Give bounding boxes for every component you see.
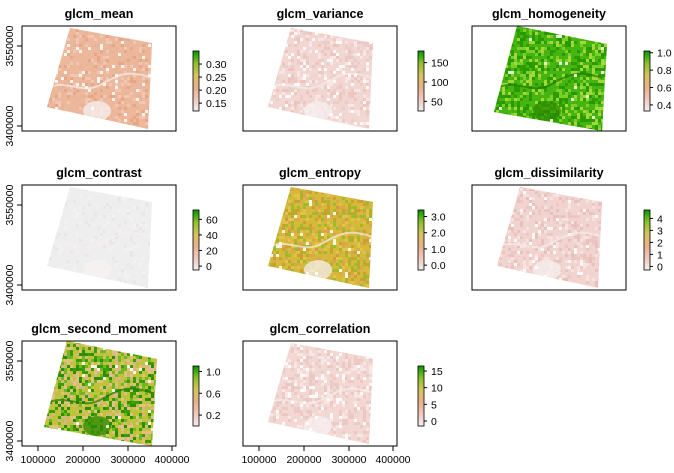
legend-colorbar bbox=[643, 50, 651, 112]
panel-title: glcm_mean bbox=[65, 7, 134, 21]
plot-frame bbox=[21, 184, 177, 291]
plot-frame bbox=[242, 25, 398, 132]
legend-tick-label: 1.0 bbox=[657, 48, 672, 60]
legend-tick-label: 0.6 bbox=[206, 388, 221, 400]
legend: 1.0 0.6 0.2 bbox=[192, 365, 221, 427]
y-tick-label: 3400000 bbox=[4, 105, 16, 146]
legend-colorbar bbox=[192, 365, 200, 427]
legend-tick-label: 1 bbox=[657, 249, 663, 261]
panel-glcm_variance: glcm_variance 150 100 50 bbox=[242, 7, 449, 132]
legend-tick-label: 0.20 bbox=[206, 85, 227, 97]
legend-colorbar bbox=[417, 209, 425, 271]
legend-tick-label: 60 bbox=[206, 214, 218, 226]
panel-title: glcm_variance bbox=[277, 7, 364, 21]
x-tick-label: 100000 bbox=[20, 454, 55, 466]
legend-tick-label: 1.0 bbox=[206, 366, 221, 378]
legend-tick-label: 0 bbox=[657, 261, 663, 273]
legend-tick-label: 20 bbox=[206, 246, 218, 258]
legend-colorbar bbox=[417, 50, 425, 112]
legend-tick-label: 0.30 bbox=[206, 59, 227, 71]
legend-tick-label: 2 bbox=[657, 237, 663, 249]
legend-tick-label: 0.15 bbox=[206, 98, 227, 110]
x-tick-label: 300000 bbox=[110, 454, 145, 466]
plot-frame bbox=[21, 25, 177, 132]
raster-texture bbox=[47, 28, 152, 129]
x-tick-label: 400000 bbox=[154, 454, 189, 466]
legend-tick-label: 0 bbox=[431, 416, 437, 428]
legend-colorbar bbox=[192, 50, 200, 112]
raster-texture bbox=[47, 187, 152, 288]
y-tick-label: 3400000 bbox=[4, 420, 16, 461]
panel-title: glcm_entropy bbox=[279, 166, 361, 180]
legend: 150 100 50 bbox=[417, 50, 449, 112]
legend-tick-label: 2.0 bbox=[431, 228, 446, 240]
x-tick-label: 200000 bbox=[286, 454, 321, 466]
panel-glcm_contrast: glcm_contrast 3550000 3400000 60 40 20 0 bbox=[4, 166, 218, 305]
plot-frame bbox=[471, 184, 627, 291]
raster-image bbox=[47, 187, 152, 288]
legend-tick-label: 3.0 bbox=[431, 211, 446, 223]
panel-glcm_mean: glcm_mean 3550000 3400000 0.300.250.200.15 bbox=[4, 7, 227, 146]
legend-tick-label: 5 bbox=[431, 399, 437, 411]
legend-tick-label: 3 bbox=[657, 225, 663, 237]
y-tick-label: 3550000 bbox=[4, 184, 16, 225]
panel-title: glcm_homogeneity bbox=[492, 7, 606, 21]
legend-tick-label: 100 bbox=[431, 77, 449, 89]
legend-tick-label: 50 bbox=[431, 96, 443, 108]
legend-tick-label: 15 bbox=[431, 366, 443, 378]
x-tick-label: 100000 bbox=[241, 454, 276, 466]
legend-tick-label: 0 bbox=[206, 261, 212, 273]
panel-glcm_second_moment: glcm_second_moment 3550000 3400000 100000 20… bbox=[4, 322, 221, 466]
legend: 15 10 5 0 bbox=[417, 365, 443, 428]
legend-tick-label: 0.4 bbox=[657, 100, 672, 112]
panel-title: glcm_contrast bbox=[56, 166, 142, 180]
legend: 1.0 0.8 0.6 0.4 bbox=[643, 48, 672, 112]
legend: 60 40 20 0 bbox=[192, 209, 218, 273]
y-tick-label: 3400000 bbox=[4, 264, 16, 305]
y-tick-label: 3550000 bbox=[4, 340, 16, 381]
plot-frame bbox=[471, 25, 627, 132]
legend-tick-label: 0.6 bbox=[657, 83, 672, 95]
plot-frame bbox=[242, 340, 398, 447]
panel-title: glcm_second_moment bbox=[31, 322, 167, 336]
legend-colorbar bbox=[417, 365, 425, 427]
legend-tick-label: 150 bbox=[431, 58, 449, 70]
legend-tick-label: 0.8 bbox=[657, 65, 672, 77]
legend-tick-label: 0.2 bbox=[206, 410, 221, 422]
panel-title: glcm_dissimilarity bbox=[494, 166, 603, 180]
legend-tick-label: 0.25 bbox=[206, 72, 227, 84]
x-tick-label: 200000 bbox=[65, 454, 100, 466]
legend-colorbar bbox=[643, 209, 651, 271]
panel-glcm_homogeneity: glcm_homogeneity 1.0 0.8 0.6 0.4 bbox=[471, 7, 672, 132]
panel-title: glcm_correlation bbox=[270, 322, 371, 336]
legend-tick-label: 40 bbox=[206, 230, 218, 242]
raster-texture bbox=[268, 343, 373, 444]
legend-colorbar bbox=[192, 209, 200, 271]
legend-tick-label: 10 bbox=[431, 383, 443, 395]
panel-glcm_entropy: glcm_entropy 3.0 2.0 1.0 0.0 bbox=[242, 166, 446, 291]
x-tick-label: 400000 bbox=[375, 454, 410, 466]
legend: 3.0 2.0 1.0 0.0 bbox=[417, 209, 446, 272]
panel-glcm_correlation: glcm_correlation 100000 200000 300000 400000… bbox=[241, 322, 442, 466]
legend: 0.300.250.200.15 bbox=[192, 50, 227, 112]
plot-frame bbox=[21, 340, 177, 447]
raster-texture bbox=[44, 341, 157, 446]
plot-frame bbox=[242, 184, 398, 291]
y-tick-label: 3550000 bbox=[4, 25, 16, 66]
legend-tick-label: 4 bbox=[657, 213, 663, 225]
legend-tick-label: 1.0 bbox=[431, 244, 446, 256]
x-tick-label: 300000 bbox=[331, 454, 366, 466]
legend-tick-label: 0.0 bbox=[431, 260, 446, 272]
raster-texture bbox=[268, 28, 373, 129]
